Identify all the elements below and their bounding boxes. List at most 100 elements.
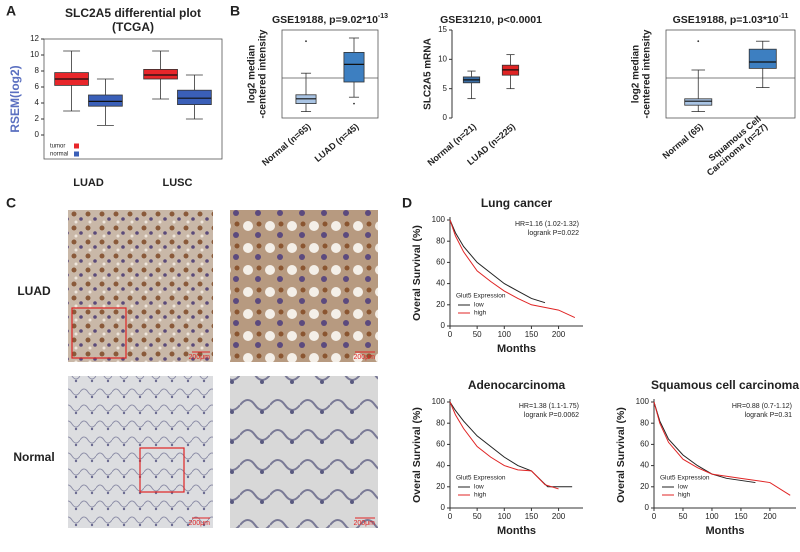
x-tick-label: 200 [552, 512, 566, 521]
x-tick-label: 150 [734, 512, 748, 521]
y-tick-label: 80 [436, 236, 445, 245]
annotation: logrank P=0.022 [528, 230, 579, 237]
y-axis-label: RSEM(log2) [8, 65, 22, 132]
y-tick-label: 20 [640, 482, 649, 491]
legend-title: Glut5 Expression [660, 475, 710, 482]
x-tick-label: 50 [679, 512, 688, 521]
x-tick-label: Squamous CellCarcinoma (n=27) [699, 114, 770, 178]
y-tick-label: 40 [640, 461, 649, 470]
chart-subtitle: (TCGA) [112, 20, 154, 34]
y-tick-label: 60 [436, 440, 445, 449]
y-tick-label: 100 [432, 397, 446, 406]
y-tick-label: 10 [438, 54, 447, 63]
y-tick-label: 100 [432, 215, 446, 224]
y-tick-label: 0 [645, 503, 650, 512]
legend-title: Glut5 Expression [456, 475, 506, 482]
y-axis-label: -centered intensity [642, 29, 653, 118]
plot-frame [665, 29, 796, 119]
y-tick-label: 5 [443, 84, 448, 93]
chart-title: Adenocarcinoma [468, 378, 566, 392]
box [343, 52, 365, 83]
x-tick-label: 0 [448, 512, 453, 521]
y-tick-label: 6 [35, 82, 40, 91]
box [748, 48, 777, 69]
y-tick-label: 80 [640, 418, 649, 427]
panel-label: B [230, 3, 240, 19]
chart-title: Squamous cell carcinoma [651, 378, 799, 392]
x-tick-label: LUAD [73, 177, 104, 189]
legend-label: high [474, 492, 487, 499]
y-tick-label: 10 [30, 50, 39, 59]
x-tick-label: 150 [525, 512, 539, 521]
zoom-box [71, 307, 127, 359]
y-tick-label: 8 [35, 66, 40, 75]
y-tick-label: 20 [436, 482, 445, 491]
x-tick-label: 200 [552, 330, 566, 339]
title-text: Squamous cell carcinoma [651, 378, 799, 392]
y-tick-label: 0 [443, 113, 448, 122]
y-axis-label: log2 median [247, 45, 258, 103]
survival-curve [449, 219, 546, 304]
x-tick-label: 100 [498, 512, 512, 521]
x-tick-label: 100 [705, 512, 719, 521]
scale-label: 200μm [188, 354, 210, 361]
y-tick-label: 60 [640, 440, 649, 449]
micrograph [230, 376, 378, 528]
y-tick-label: 60 [436, 258, 445, 267]
x-tick-label: Normal (65) [661, 122, 705, 161]
legend-title: Glut5 Expression [456, 293, 506, 300]
x-tick-label: LUSC [163, 177, 193, 189]
x-tick-label: 100 [498, 330, 512, 339]
micrograph [230, 210, 378, 362]
title-text: SLC2A5 differential plot [65, 6, 201, 20]
y-tick-label: 80 [436, 418, 445, 427]
legend-label: normal [50, 152, 68, 158]
outlier [353, 102, 355, 105]
x-tick-label: 50 [473, 512, 482, 521]
y-tick-label: 40 [436, 461, 445, 470]
scale-label: 200μm [353, 354, 375, 361]
annotation: HR=0.88 (0.7-1.12) [732, 403, 792, 410]
title-text: Lung cancer [481, 196, 553, 210]
zoom-box [139, 447, 185, 493]
title-exponent: -11 [779, 13, 789, 20]
legend-label: low [678, 484, 688, 491]
y-tick-label: 2 [35, 114, 40, 123]
x-tick-line: Normal (65) [661, 122, 705, 161]
scale-label: 200μm [188, 520, 210, 527]
survival-curve [653, 401, 756, 484]
x-tick-line: LUAD (n=45) [313, 122, 361, 165]
box [684, 98, 713, 106]
x-tick-label: LUAD (n=45) [313, 122, 361, 165]
x-tick-label: Normal (n=65) [260, 122, 313, 168]
row-label: LUAD [17, 284, 51, 298]
y-tick-label: 0 [441, 503, 446, 512]
x-axis-label: Months [705, 525, 744, 537]
legend-label: high [474, 310, 487, 317]
y-axis-label: -centered intensity [258, 29, 269, 118]
chart-title: GSE31210, p<0.0001 [440, 14, 542, 26]
x-axis-label: Months [497, 525, 536, 537]
y-tick-label: 0 [35, 130, 40, 139]
legend-swatch [74, 143, 79, 149]
row-label: Normal [13, 450, 54, 464]
box [88, 94, 123, 107]
survival-curve [653, 401, 791, 496]
x-axis-label: Months [497, 343, 536, 355]
y-axis-label: Overal Survival (%) [615, 407, 627, 503]
chart-title: GSE19188, p=1.03*10-11 [673, 13, 789, 26]
plot-frame [43, 38, 223, 160]
chart-title: SLC2A5 differential plot [65, 6, 201, 20]
legend-label: low [474, 484, 484, 491]
legend-label: tumor [50, 144, 65, 150]
panel-label: A [6, 3, 16, 19]
y-tick-label: 15 [438, 25, 447, 34]
y-tick-label: 100 [636, 397, 650, 406]
y-axis-label: log2 median [631, 45, 642, 103]
y-axis-label: Overal Survival (%) [411, 225, 423, 321]
title-text: GSE31210, p<0.0001 [440, 14, 542, 26]
y-axis-label: Overal Survival (%) [411, 407, 423, 503]
chart-title: Lung cancer [481, 196, 553, 210]
survival-curve [449, 401, 559, 490]
